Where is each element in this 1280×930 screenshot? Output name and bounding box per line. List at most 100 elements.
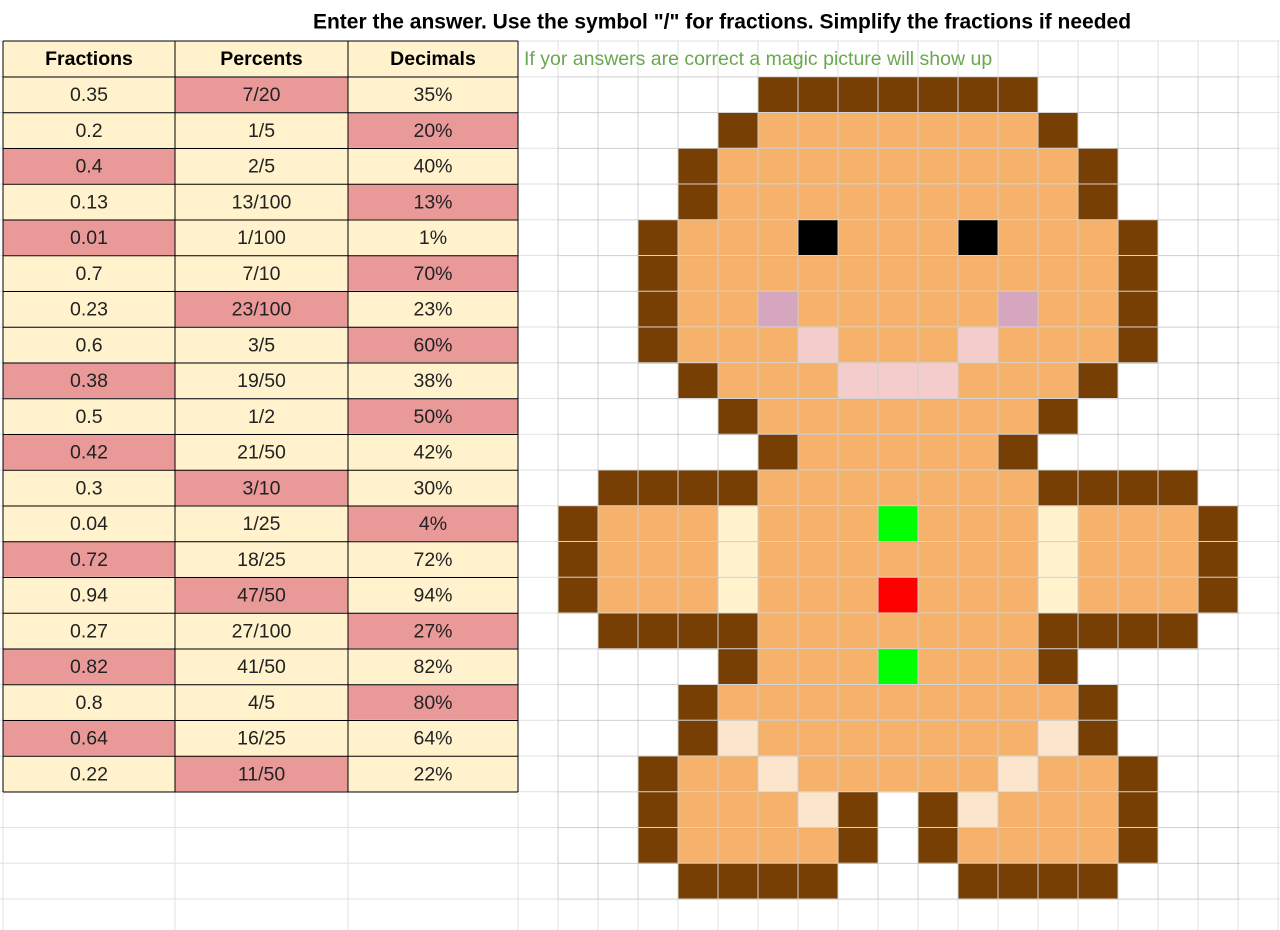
table-cell-text: 64% xyxy=(413,728,452,750)
pixel xyxy=(1078,363,1118,400)
pixel xyxy=(1038,255,1078,292)
pixel xyxy=(1038,756,1078,793)
table-cell-text: 0.8 xyxy=(75,692,102,714)
table-cell xyxy=(3,720,175,757)
pixel xyxy=(998,291,1038,328)
pixel xyxy=(958,291,998,328)
pixel xyxy=(838,148,878,185)
pixel xyxy=(798,255,838,292)
pixel xyxy=(838,220,878,257)
pixel xyxy=(998,506,1038,543)
pixel xyxy=(798,470,838,507)
table-cell-text: 23% xyxy=(413,299,452,321)
table-cell-text: 0.27 xyxy=(70,620,108,642)
pixel xyxy=(918,434,958,471)
pixel xyxy=(838,720,878,757)
table-cell-text: 38% xyxy=(413,370,452,392)
pixel xyxy=(878,291,918,328)
pixel xyxy=(758,398,798,435)
pixel xyxy=(1078,220,1118,257)
pixel xyxy=(838,827,878,864)
pixel xyxy=(958,220,998,257)
pixel xyxy=(878,363,918,400)
pixel xyxy=(758,255,798,292)
table-cell-text: 18/25 xyxy=(237,549,286,571)
table-cell xyxy=(175,756,348,792)
pixel xyxy=(1118,792,1158,829)
pixel xyxy=(1038,506,1078,543)
pixel xyxy=(798,827,838,864)
pixel xyxy=(998,220,1038,257)
pixel xyxy=(1078,148,1118,185)
pixel xyxy=(798,184,838,221)
pixel xyxy=(798,684,838,721)
table-cell xyxy=(348,148,518,185)
pixel xyxy=(1078,684,1118,721)
pixel xyxy=(718,506,758,543)
pixel xyxy=(678,470,718,507)
pixel xyxy=(718,112,758,149)
pixel xyxy=(798,720,838,757)
pixel xyxy=(918,184,958,221)
pixel xyxy=(878,470,918,507)
pixel xyxy=(878,720,918,757)
table-cell-text: 41/50 xyxy=(237,656,286,678)
pixel xyxy=(718,541,758,578)
pixel xyxy=(678,291,718,328)
pixel xyxy=(1038,613,1078,650)
pixel xyxy=(1038,470,1078,507)
pixel xyxy=(838,398,878,435)
title: Enter the answer. Use the symbol "/" for… xyxy=(313,11,1131,34)
table-cell xyxy=(175,434,348,471)
header-cell xyxy=(348,41,518,77)
pixel xyxy=(678,255,718,292)
table-cell xyxy=(348,506,518,542)
pixel xyxy=(718,577,758,614)
pixel xyxy=(878,112,918,149)
table-cell xyxy=(175,327,348,363)
pixel xyxy=(798,541,838,578)
pixel xyxy=(758,649,798,686)
table-cell-text: 0.64 xyxy=(70,728,108,750)
table-cell xyxy=(3,112,175,149)
table-cell-text: 3/5 xyxy=(248,334,275,356)
table-cell-text: 0.72 xyxy=(70,549,108,571)
pixel xyxy=(678,327,718,364)
pixel xyxy=(918,77,958,114)
pixel xyxy=(1078,577,1118,614)
table-cell-text: 60% xyxy=(413,334,452,356)
pixel xyxy=(958,541,998,578)
pixel xyxy=(1078,613,1118,650)
pixel xyxy=(638,577,678,614)
pixel xyxy=(758,756,798,793)
pixel xyxy=(758,184,798,221)
table-cell-text: 16/25 xyxy=(237,728,286,750)
pixel xyxy=(1078,827,1118,864)
pixel xyxy=(1118,327,1158,364)
pixel xyxy=(1118,827,1158,864)
pixel xyxy=(838,291,878,328)
pixel xyxy=(758,684,798,721)
table-cell-text: 27% xyxy=(413,620,452,642)
table-cell xyxy=(175,613,348,649)
pixel xyxy=(798,613,838,650)
pixel xyxy=(998,541,1038,578)
table-cell-text: 0.01 xyxy=(70,227,108,249)
pixel xyxy=(758,363,798,400)
table-cell xyxy=(3,577,175,614)
table-cell xyxy=(175,577,348,614)
pixel xyxy=(998,863,1038,900)
column-header: Fractions xyxy=(45,48,133,70)
pixel xyxy=(838,112,878,149)
pixel xyxy=(1118,470,1158,507)
pixel xyxy=(1118,506,1158,543)
pixel xyxy=(918,613,958,650)
pixel xyxy=(998,577,1038,614)
table-cell-text: 1/100 xyxy=(237,227,286,249)
pixel xyxy=(1198,506,1238,543)
table-cell-text: 0.6 xyxy=(75,334,102,356)
pixel xyxy=(1078,720,1118,757)
cells xyxy=(3,41,1238,900)
pixel xyxy=(998,148,1038,185)
table-cell-text: 0.94 xyxy=(70,585,108,607)
